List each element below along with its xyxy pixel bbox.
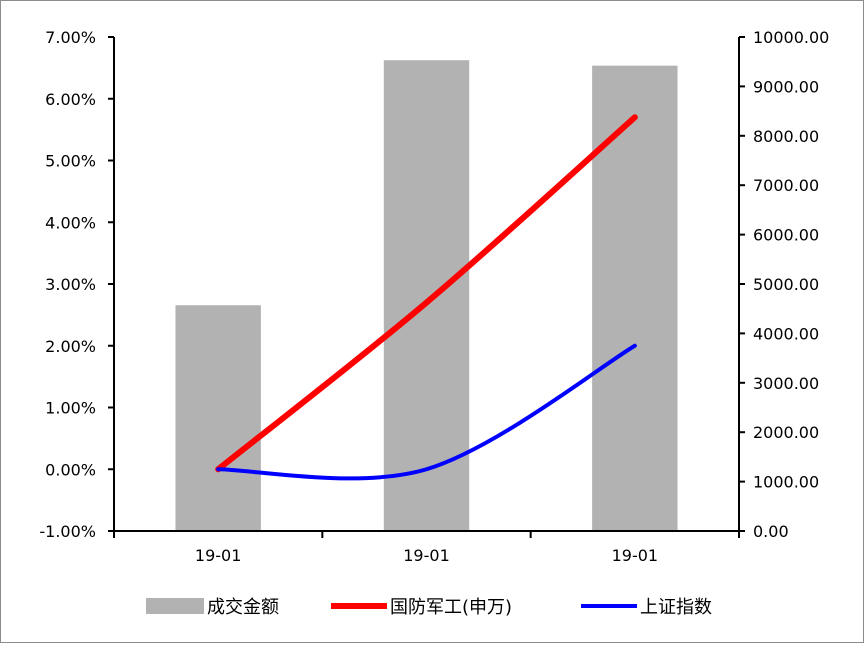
right-tick-label: 3000.00 [753, 374, 819, 393]
right-tick-label: 9000.00 [753, 77, 819, 96]
right-tick-label: 1000.00 [753, 473, 819, 492]
legend: 成交金额 国防军工(申万) 上证指数 [146, 597, 712, 618]
right-tick-label: 4000.00 [753, 324, 819, 343]
left-tick-label: 1.00% [45, 399, 96, 418]
legend-label-red-line: 国防军工(申万) [390, 597, 512, 618]
x-tick-label: 19-01 [195, 546, 242, 565]
right-tick-label: 2000.00 [753, 423, 819, 442]
left-tick-label: 4.00% [45, 213, 96, 232]
right-tick-label: 5000.00 [753, 275, 819, 294]
right-tick-label: 0.00 [753, 522, 789, 541]
left-tick-label: 6.00% [45, 90, 96, 109]
x-tick-label: 19-01 [403, 546, 450, 565]
left-tick-label: 3.00% [45, 275, 96, 294]
bar-2 [592, 66, 677, 531]
left-tick-label: -1.00% [39, 522, 96, 541]
right-tick-label: 8000.00 [753, 127, 819, 146]
right-tick-label: 10000.00 [753, 28, 829, 47]
bar-1 [384, 60, 469, 531]
right-tick-label: 7000.00 [753, 176, 819, 195]
left-tick-label: 5.00% [45, 152, 96, 171]
left-tick-label: 2.00% [45, 337, 96, 356]
left-tick-label: 7.00% [45, 28, 96, 47]
legend-label-bar: 成交金额 [207, 597, 279, 618]
x-tick-label: 19-01 [612, 546, 659, 565]
legend-swatch-bar [146, 598, 204, 614]
legend-label-blue-line: 上证指数 [640, 597, 712, 618]
left-tick-label: 0.00% [45, 460, 96, 479]
bar-0 [175, 305, 260, 531]
right-tick-label: 6000.00 [753, 226, 819, 245]
